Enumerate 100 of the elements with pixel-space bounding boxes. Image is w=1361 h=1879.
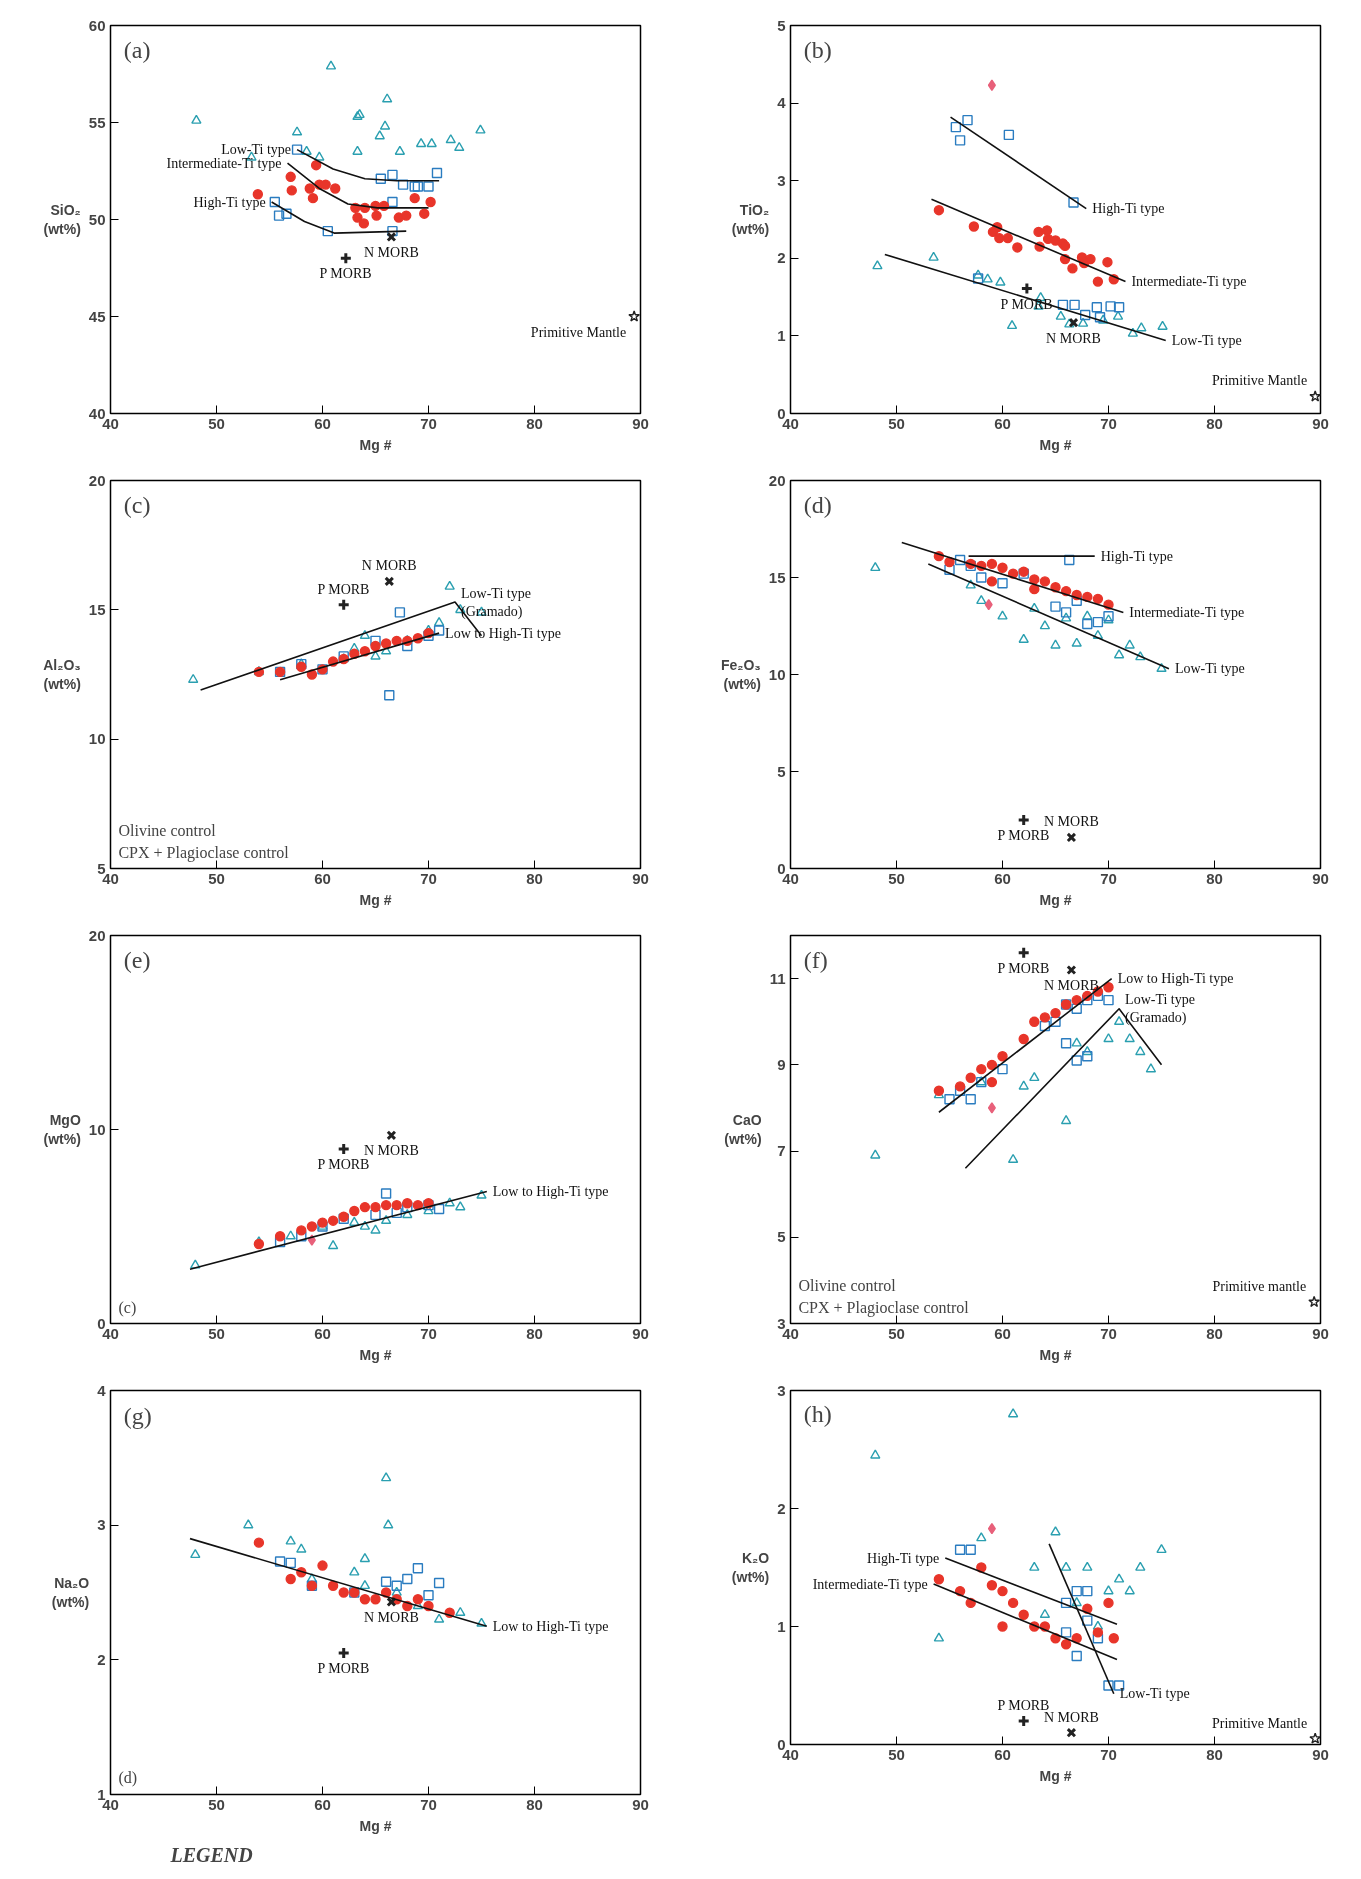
y-tick-label: 1 [777, 326, 786, 344]
y-tick-label: 0 [97, 1314, 106, 1332]
annotation: High-Ti type [1092, 201, 1165, 217]
y-tick-label: 3 [777, 171, 786, 189]
y-tick-label: 60 [88, 16, 106, 34]
x-tick-label: 70 [1100, 1745, 1117, 1763]
x-tick-label: 90 [632, 1324, 649, 1342]
x-axis-title: Mg # [1039, 436, 1072, 453]
annotation: Low-Ti type [1119, 1686, 1190, 1702]
annotation: Low-Ti type [221, 142, 292, 158]
x-tick-label: 80 [1206, 869, 1223, 887]
x-tick-label: 90 [1312, 1745, 1329, 1763]
annotation: Primitive Mantle [1211, 373, 1308, 389]
annotation: High-Ti type [1100, 548, 1173, 564]
annotation: Low to High-Ti type [492, 1618, 609, 1634]
x-tick-label: 70 [420, 1324, 437, 1342]
annotation: High-Ti type [867, 1550, 940, 1566]
x-axis-title: Mg # [359, 1346, 392, 1363]
y-tick-label: 0 [777, 404, 786, 422]
x-tick-label: 80 [526, 414, 543, 432]
y-tick-label: 20 [88, 471, 106, 489]
y-tick-label: 5 [97, 859, 106, 877]
x-tick-label: 80 [1206, 1745, 1223, 1763]
x-tick-label: 60 [994, 1324, 1011, 1342]
y-tick-label: 0 [777, 1735, 786, 1753]
annotation: Low-Ti type [1174, 661, 1245, 677]
x-tick-label: 80 [526, 1324, 543, 1342]
annotation: N MORB [1046, 330, 1101, 346]
y-axis-title: TiO₂ (wt%) [731, 201, 770, 238]
y-tick-label: 45 [88, 307, 106, 325]
annotation: P MORB [317, 1661, 370, 1677]
annotation: (e) [123, 947, 151, 974]
annotation: (g) [123, 1402, 152, 1429]
y-tick-label: 4 [777, 94, 787, 112]
x-tick-label: 50 [208, 1795, 225, 1813]
annotation: (b) [803, 37, 832, 64]
annotation: N MORB [363, 1143, 419, 1159]
x-tick-label: 70 [1100, 869, 1117, 887]
x-tick-label: 50 [208, 414, 225, 432]
x-axis-title: Mg # [359, 436, 392, 453]
y-tick-label: 0 [777, 859, 786, 877]
annotation: Low to High-Ti type [445, 625, 561, 641]
annotation: Intermediate-Ti type [812, 1576, 928, 1592]
annotation: Primitive Mantle [530, 324, 627, 340]
annotation: N MORB [1043, 814, 1099, 830]
x-tick-label: 90 [1312, 869, 1329, 887]
y-tick-label: 10 [768, 665, 786, 683]
x-tick-label: 90 [632, 869, 649, 887]
x-tick-label: 70 [420, 414, 437, 432]
annotation: Low to High-Ti type [492, 1184, 609, 1200]
y-tick-label: 5 [777, 762, 786, 780]
annotation: Low-Ti type [1171, 333, 1242, 349]
y-tick-label: 20 [768, 471, 786, 489]
x-tick-label: 50 [888, 1324, 905, 1342]
x-tick-label: 90 [632, 414, 649, 432]
x-tick-label: 80 [526, 869, 543, 887]
annotation: Intermediate-Ti type [1129, 604, 1245, 620]
annotation: Intermediate-Ti type [1131, 274, 1247, 290]
x-tick-label: 60 [994, 1745, 1011, 1763]
annotation: Primitive mantle [1212, 1278, 1307, 1294]
x-axis-title: Mg # [359, 1817, 392, 1834]
annotation: CPX + Plagioclase control [118, 843, 290, 862]
x-tick-label: 50 [208, 869, 225, 887]
y-tick-label: 9 [777, 1055, 786, 1073]
y-tick-label: 10 [88, 1120, 106, 1138]
y-tick-label: 55 [88, 113, 106, 131]
x-tick-label: 60 [314, 1324, 331, 1342]
x-tick-label: 70 [1100, 414, 1117, 432]
annotation: Primitive Mantle [1211, 1715, 1308, 1731]
annotation: P MORB [317, 581, 370, 597]
annotation: Olivine control [118, 821, 217, 839]
annotation: (h) [803, 1401, 832, 1428]
y-tick-label: 11 [769, 969, 786, 987]
annotation: Low-Ti type (Gramado) [1125, 992, 1195, 1027]
x-tick-label: 60 [994, 414, 1011, 432]
x-tick-label: 60 [994, 869, 1011, 887]
annotation: P MORB [997, 960, 1050, 976]
x-axis-title: Mg # [1039, 891, 1072, 908]
x-tick-label: 80 [1206, 1324, 1223, 1342]
y-tick-label: 15 [768, 568, 786, 586]
y-tick-label: 50 [88, 210, 106, 228]
y-tick-label: 2 [97, 1650, 106, 1668]
x-tick-label: 60 [314, 869, 331, 887]
y-axis-title: MgO (wt%) [43, 1111, 81, 1148]
y-tick-label: 10 [88, 730, 106, 748]
y-tick-label: 5 [777, 16, 786, 34]
x-tick-label: 80 [1206, 414, 1223, 432]
y-tick-label: 7 [777, 1142, 786, 1160]
annotation: (c) [118, 1298, 137, 1317]
x-tick-label: 90 [1312, 414, 1329, 432]
y-tick-label: 2 [777, 1499, 786, 1517]
annotation: P MORB [319, 266, 372, 282]
annotation: (d) [803, 492, 832, 519]
y-tick-label: 5 [777, 1228, 786, 1246]
y-tick-label: 2 [777, 249, 786, 267]
x-tick-label: 50 [208, 1324, 225, 1342]
annotation: (a) [123, 37, 151, 64]
annotation: N MORB [363, 244, 419, 260]
annotation: (d) [118, 1769, 138, 1788]
y-tick-label: 3 [777, 1381, 786, 1399]
